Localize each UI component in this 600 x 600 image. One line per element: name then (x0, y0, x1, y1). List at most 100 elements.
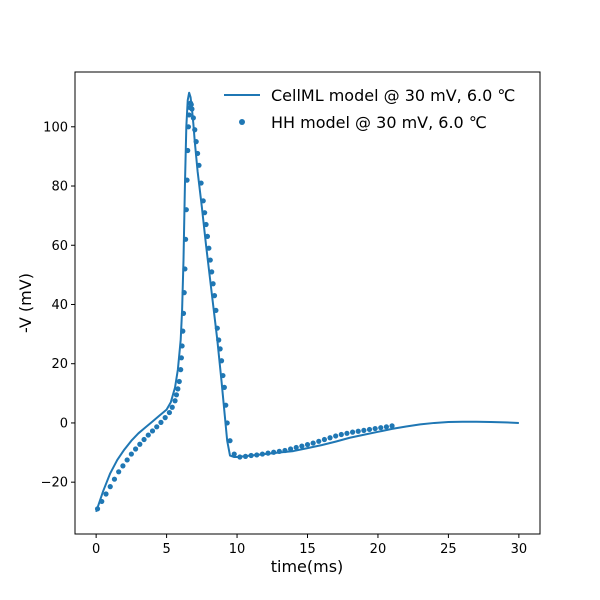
data-point-hh (217, 346, 223, 352)
data-point-hh (169, 404, 175, 410)
x-axis-label: time(ms) (271, 557, 344, 576)
x-tick-label: 10 (229, 542, 246, 557)
x-tick-label: 20 (370, 542, 387, 557)
y-tick-label: 80 (51, 180, 68, 195)
data-point-hh (389, 423, 395, 429)
data-point-hh (141, 436, 147, 443)
data-point-hh (259, 451, 266, 457)
data-point-hh (231, 451, 237, 457)
data-point-hh (182, 266, 188, 272)
data-point-hh (361, 427, 367, 433)
data-point-hh (214, 325, 220, 331)
data-point-hh (103, 491, 109, 497)
data-point-hh (190, 115, 196, 121)
plot-area (94, 91, 519, 513)
data-point-hh (344, 430, 350, 436)
data-point-hh (116, 469, 122, 475)
data-point-hh (193, 139, 199, 145)
data-point-hh (185, 147, 191, 154)
data-point-hh (271, 449, 277, 455)
data-point-hh (220, 372, 226, 379)
x-tick-label: 25 (440, 542, 457, 557)
axes-frame (74, 71, 541, 535)
data-point-hh (189, 106, 195, 112)
legend-label-cellml: CellML model @ 30 mV, 6.0 ℃ (271, 86, 515, 105)
data-point-hh (265, 450, 271, 456)
x-tick-label: 15 (299, 542, 316, 557)
data-point-hh (99, 498, 105, 505)
data-point-hh (94, 506, 101, 512)
data-point-hh (383, 424, 390, 430)
data-point-hh (316, 438, 322, 444)
data-point-hh (184, 177, 190, 183)
legend-label-hh: HH model @ 30 mV, 6.0 ℃ (271, 113, 487, 132)
data-point-hh (128, 451, 134, 457)
data-point-hh (149, 428, 156, 434)
data-point-hh (176, 378, 182, 385)
data-point-hh (186, 112, 192, 118)
data-point-hh (378, 425, 384, 431)
data-point-hh (282, 447, 288, 454)
data-point-hh (173, 392, 180, 398)
y-axis-label: -V (mV) (16, 273, 35, 333)
legend-point-marker (239, 119, 245, 125)
data-point-hh (223, 402, 229, 408)
data-point-hh (194, 150, 201, 157)
data-point-hh (207, 257, 213, 263)
series-line-cellml (95, 91, 519, 513)
data-point-hh (183, 207, 189, 213)
data-point-hh (304, 441, 311, 448)
data-point-hh (178, 367, 184, 373)
data-point-hh (210, 281, 216, 287)
data-point-hh (221, 384, 227, 390)
data-point-hh (338, 431, 344, 438)
y-tick-label: 0 (60, 416, 68, 431)
data-point-hh (206, 245, 212, 251)
data-point-hh (242, 453, 249, 460)
data-point-hh (299, 443, 305, 449)
data-point-hh (327, 435, 333, 441)
x-tick-label: 5 (162, 542, 170, 557)
data-point-hh (137, 441, 143, 447)
data-point-hh (224, 420, 230, 426)
data-point-hh (213, 307, 219, 313)
y-tick-label: 40 (51, 298, 68, 313)
data-point-hh (188, 101, 194, 108)
data-point-hh (132, 446, 139, 452)
data-point-hh (185, 124, 192, 130)
data-point-hh (172, 398, 178, 404)
data-point-hh (248, 452, 254, 459)
data-point-hh (293, 444, 299, 451)
x-tick-label: 0 (92, 542, 100, 557)
y-tick-label: 20 (51, 357, 68, 372)
data-point-hh (237, 454, 243, 460)
data-point-hh (218, 358, 225, 364)
data-point-hh (310, 440, 316, 446)
data-point-hh (355, 428, 361, 434)
data-point-hh (200, 198, 206, 204)
data-point-hh (366, 426, 373, 433)
data-point-hh (162, 415, 168, 421)
y-tick-label: 100 (43, 120, 68, 135)
data-point-hh (180, 310, 187, 316)
data-point-hh (107, 484, 113, 490)
data-point-hh (124, 457, 130, 463)
x-tick-label: 30 (511, 542, 528, 557)
data-point-hh (211, 293, 218, 299)
data-point-hh (179, 343, 185, 349)
data-point-hh (227, 438, 233, 444)
legend: CellML model @ 30 mV, 6.0 ℃ HH model @ 3… (224, 86, 515, 132)
data-point-hh (198, 180, 204, 186)
data-point-hh (321, 436, 328, 443)
data-point-hh (181, 290, 187, 296)
data-point-hh (175, 386, 181, 392)
data-point-hh (209, 269, 215, 275)
y-tick-label: 60 (51, 239, 68, 254)
data-point-hh (120, 463, 126, 469)
data-point-hh (203, 221, 209, 228)
y-tick-label: −20 (41, 476, 68, 491)
data-point-hh (183, 236, 189, 242)
data-point-hh (254, 452, 260, 458)
data-point-hh (192, 127, 198, 133)
